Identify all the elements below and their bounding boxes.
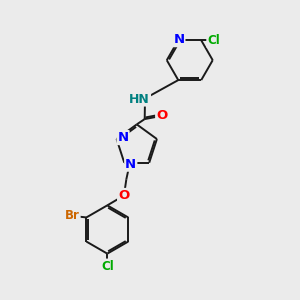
- Text: Cl: Cl: [101, 260, 114, 272]
- Text: N: N: [118, 131, 129, 144]
- Text: O: O: [118, 189, 129, 202]
- Text: HN: HN: [129, 93, 150, 106]
- Text: Br: Br: [65, 209, 80, 223]
- Text: N: N: [125, 158, 136, 171]
- Text: O: O: [156, 109, 167, 122]
- Text: Cl: Cl: [207, 34, 220, 47]
- Text: N: N: [173, 33, 184, 46]
